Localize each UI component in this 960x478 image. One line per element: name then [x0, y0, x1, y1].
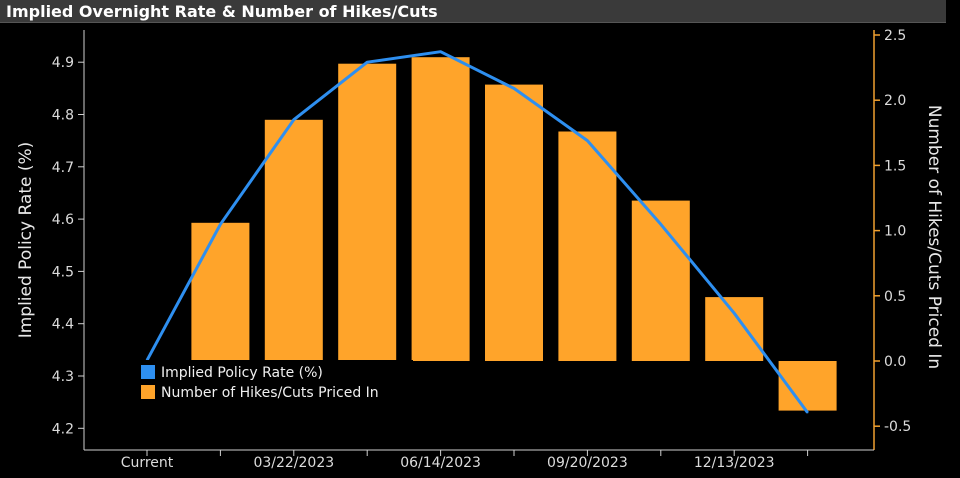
legend-entry-line: Implied Policy Rate (%) — [161, 365, 323, 381]
line-point — [733, 312, 735, 315]
bar — [191, 222, 250, 361]
x-tick-label: Current — [121, 455, 174, 471]
left-tick-label: 4.7 — [52, 160, 74, 176]
line-point — [660, 223, 662, 226]
line-point — [219, 223, 222, 226]
right-tick-label: 1.5 — [884, 158, 906, 174]
right-tick-label: -0.5 — [884, 419, 911, 435]
left-tick-label: 4.9 — [52, 55, 74, 71]
bar — [631, 200, 690, 361]
legend-swatch — [141, 365, 155, 379]
line-point — [586, 139, 589, 142]
title-bar: Implied Overnight Rate & Number of Hikes… — [0, 0, 946, 23]
line-point — [806, 411, 809, 414]
legend-swatch — [141, 385, 155, 399]
right-tick-label: 2.0 — [884, 93, 906, 109]
line-point — [439, 50, 442, 53]
x-tick-label: 09/20/2023 — [547, 455, 628, 471]
left-axis-title: Implied Policy Rate (%) — [16, 142, 36, 339]
line-point — [366, 61, 369, 63]
bar — [338, 63, 397, 361]
bars-layer — [118, 57, 837, 411]
legend-background — [118, 360, 413, 405]
right-tick-label: 0.5 — [884, 289, 906, 305]
right-tick-label: 2.5 — [884, 28, 906, 44]
line-point — [293, 118, 295, 121]
bar — [705, 297, 764, 361]
line-point — [513, 87, 515, 90]
bar — [264, 119, 323, 361]
left-tick-label: 4.8 — [52, 108, 74, 124]
left-tick-label: 4.6 — [52, 212, 74, 228]
legend: Implied Policy Rate (%) Number of Hikes/C… — [118, 360, 413, 405]
right-axis-title: Number of Hikes/Cuts Priced In — [924, 105, 944, 369]
x-tick-label: 06/14/2023 — [400, 455, 481, 471]
bar — [485, 84, 543, 361]
bar — [558, 131, 617, 361]
left-tick-label: 4.5 — [52, 264, 74, 280]
series-line — [145, 50, 809, 414]
x-tick-label: 03/22/2023 — [253, 455, 334, 471]
axes-layer: 4.9 4.8 4.7 4.6 4.5 4.4 4.3 4.2 2.5 2.0 1.5 1.0 0.5 0… — [16, 28, 944, 471]
legend-entry-bar: Number of Hikes/Cuts Priced In — [161, 385, 379, 401]
right-tick-label: 0.0 — [884, 354, 906, 370]
line-layer — [145, 50, 809, 414]
x-tick-label: 12/13/2023 — [694, 455, 775, 471]
left-tick-label: 4.2 — [52, 421, 74, 437]
bar — [411, 57, 470, 361]
left-tick-label: 4.4 — [52, 317, 74, 333]
left-tick-label: 4.3 — [52, 369, 74, 385]
chart-title: Implied Overnight Rate & Number of Hikes… — [6, 2, 438, 21]
right-tick-label: 1.0 — [884, 224, 906, 240]
